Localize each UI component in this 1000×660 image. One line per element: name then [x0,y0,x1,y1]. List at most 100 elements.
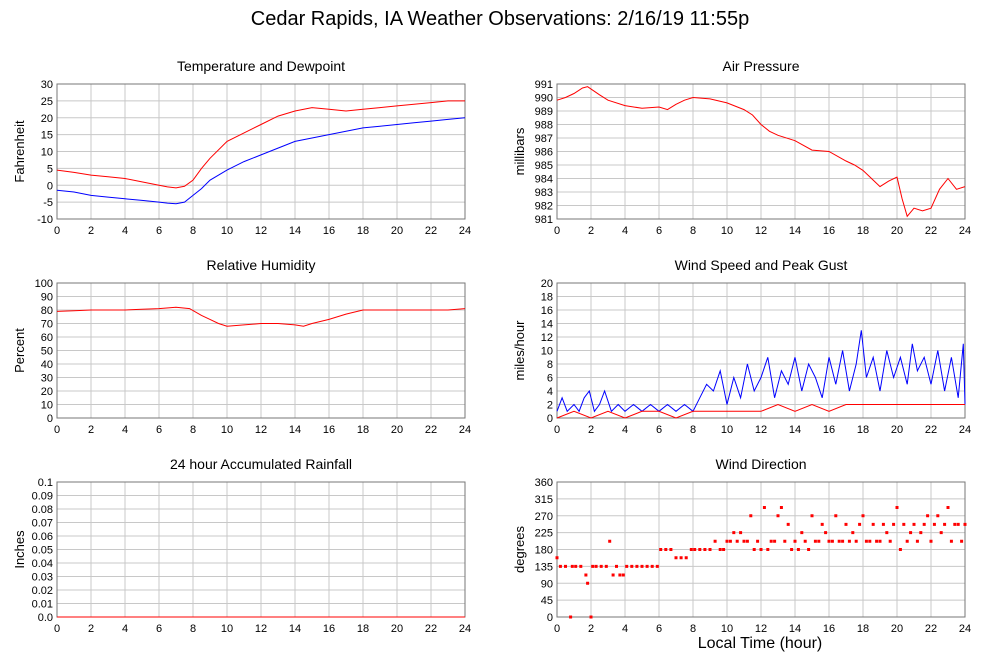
rainfall-x-tick-label: 22 [425,623,437,635]
wind-direction-point [834,514,838,518]
wind-direction-point [579,564,583,568]
temperature-y-tick-label: 0 [47,180,53,192]
wind-direction-point [708,548,712,551]
wind-direction-point [817,539,821,543]
humidity-y-tick-label: 20 [41,386,53,398]
wind-direction-title: Wind Direction [715,456,806,472]
wind-direction-point [946,506,950,509]
wind-direction-x-tick-label: 6 [656,623,662,635]
wind-speed-x-tick-label: 16 [823,424,835,436]
humidity-series-red-line [56,306,466,327]
wind-direction-point [796,548,800,551]
humidity-y-tick-label: 60 [41,332,53,344]
humidity-x-tick-label: 12 [255,424,267,436]
pressure-y-tick-label: 984 [535,174,553,186]
humidity-title: Relative Humidity [207,257,316,273]
wind-direction-point [810,514,814,518]
wind-direction-point [793,539,797,543]
temperature-x-tick-label: 18 [357,225,369,237]
wind-direction-point [621,573,625,577]
temperature-y-tick-label: 15 [41,130,53,142]
pressure-x-tick-label: 18 [857,225,869,237]
wind-direction-point [640,564,644,568]
pressure-title: Air Pressure [722,58,799,74]
wind-direction-point [871,522,875,526]
temperature-x-tick-label: 24 [459,225,471,237]
wind-direction-point [558,564,562,568]
humidity-frame [56,282,466,419]
wind-direction-point [939,531,943,535]
humidity-x-tick-label: 4 [122,424,128,436]
temperature-series-blue-line [56,117,466,205]
wind-direction-point [769,539,773,543]
wind-direction-y-tick-label: 360 [535,477,553,489]
humidity-y-tick-label: 30 [41,373,53,385]
wind-direction-point [689,548,693,551]
temperature-y-tick-label: 5 [47,163,53,175]
wind-direction-point [570,564,574,568]
rainfall-y-tick-label: 0.03 [32,572,53,584]
wind-direction-point [752,548,756,551]
wind-speed-y-tick-label: 8 [547,359,553,371]
pressure-y-tick-label: 987 [535,133,553,145]
wind-direction-y-tick-label: 180 [535,545,553,557]
wind-direction-point [756,539,760,543]
rainfall-x-tick-label: 18 [357,623,369,635]
wind-direction-point [790,548,794,551]
wind-direction-point [759,548,763,551]
pressure-x-tick-label: 8 [690,225,696,237]
wind-speed-y-tick-label: 0 [547,413,553,425]
wind-direction-y-tick-label: 45 [541,595,553,607]
wind-direction-point [586,581,590,585]
pressure-y-tick-label: 985 [535,160,553,172]
wind-direction-x-tick-label: 10 [721,623,733,635]
wind-direction-point [779,506,783,509]
wind-direction-point [615,564,618,568]
wind-direction-point [803,539,807,543]
wind-direction-point [861,514,865,518]
wind-direction-x-tick-label: 20 [891,623,903,635]
wind-direction-x-tick-label: 4 [622,623,628,635]
wind-direction-x-tick-label: 16 [823,623,835,635]
wind-speed-x-tick-label: 10 [721,424,733,436]
wind-direction-x-tick-label: 18 [857,623,869,635]
wind-direction-point [594,564,598,568]
wind-direction-x-tick-label: 0 [554,623,560,635]
temperature-x-tick-label: 14 [289,225,301,237]
wind-direction-point [841,539,845,543]
wind-direction-point [800,531,804,535]
pressure-x-tick-label: 20 [891,225,903,237]
temperature-y-tick-label: -5 [43,197,53,209]
temperature-y-axis-label: Fahrenheit [12,120,27,183]
wind-direction-point [713,539,717,543]
wind-direction-point [745,539,749,543]
temperature-x-tick-label: 20 [391,225,403,237]
pressure-x-tick-label: 12 [755,225,767,237]
rainfall-y-tick-label: 0.07 [32,518,53,530]
rainfall-x-tick-label: 20 [391,623,403,635]
humidity-x-tick-label: 20 [391,424,403,436]
rainfall-y-tick-label: 0.05 [32,545,53,557]
rainfall-x-tick-label: 24 [459,623,471,635]
wind-direction-point [864,539,868,543]
wind-direction-point [943,522,947,526]
wind-direction-point [953,522,957,526]
pressure-x-tick-label: 4 [622,225,628,237]
wind-direction-point [742,539,746,543]
wind-direction-point [762,506,766,509]
wind-direction-point [912,522,916,526]
wind-direction-point [847,539,851,543]
humidity-y-tick-label: 40 [41,359,53,371]
wind-direction-point [749,514,753,518]
humidity-y-tick-label: 0 [47,413,53,425]
temperature-series-red-line [56,100,465,189]
rainfall-x-tick-label: 2 [88,623,94,635]
wind-direction-point [905,539,909,543]
wind-speed-title: Wind Speed and Peak Gust [675,257,848,273]
wind-speed-x-tick-label: 4 [622,424,628,436]
rainfall-x-tick-label: 0 [54,623,60,635]
wind-direction-chart: 0 2 4 6 8 10 12 14 16 18 20 22 240459013518022527031… [512,456,971,635]
wind-direction-point [732,531,736,535]
wind-speed-x-tick-label: 24 [959,424,971,436]
humidity-y-tick-label: 90 [41,292,53,304]
